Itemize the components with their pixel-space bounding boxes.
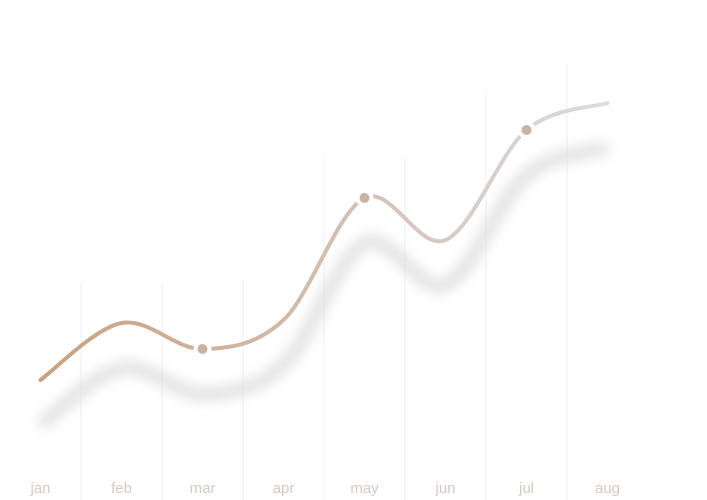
x-tick-label: jan [29, 480, 50, 497]
shadow [37, 143, 610, 430]
point [521, 125, 532, 135]
x-tick-label: feb [111, 480, 132, 497]
x-tick-label: may [350, 480, 379, 497]
line-shadow [37, 143, 610, 430]
x-tick-label: mar [190, 480, 216, 497]
point [359, 193, 370, 203]
x-tick-label: jun [434, 480, 455, 497]
x-tick-label: aug [595, 480, 620, 497]
line [38, 101, 610, 382]
x-tick-label: jul [518, 480, 534, 497]
x-tick-label: apr [273, 480, 295, 497]
point [197, 344, 208, 354]
